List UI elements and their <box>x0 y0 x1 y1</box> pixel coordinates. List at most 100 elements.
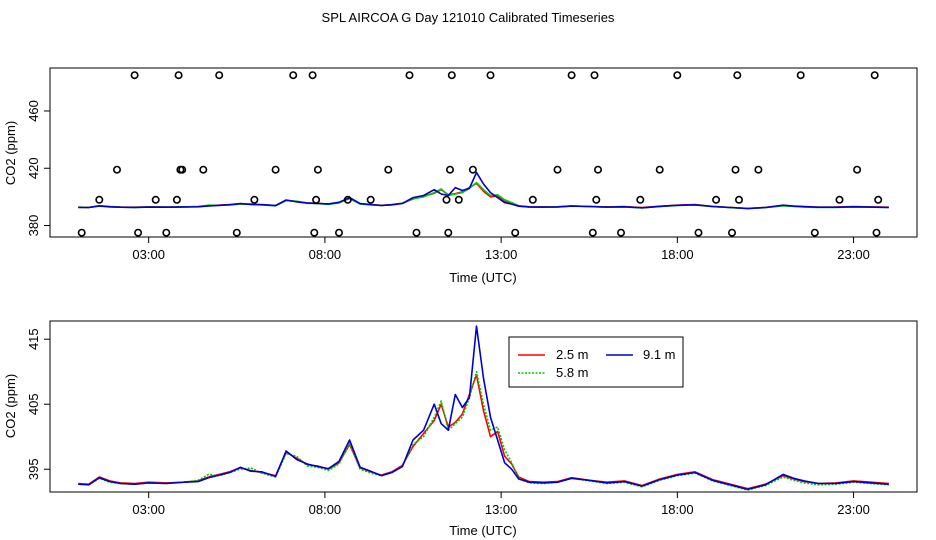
sample-marker <box>872 228 881 237</box>
sample-marker <box>712 195 721 204</box>
sample-marker <box>445 165 454 174</box>
sample-marker <box>511 228 520 237</box>
sample-marker <box>174 71 183 80</box>
sample-marker <box>853 165 862 174</box>
x-tick-label: 13:00 <box>485 502 518 517</box>
bottom-series-lines <box>78 325 889 491</box>
sample-marker <box>468 165 477 174</box>
sample-marker <box>95 195 104 204</box>
bottom-x-axis-label: Time (UTC) <box>449 523 516 538</box>
sample-marker <box>113 165 122 174</box>
sample-marker <box>727 228 736 237</box>
top-y-axis-label: CO2 (ppm) <box>3 121 18 185</box>
series-line-5-8-m <box>78 370 889 491</box>
sample-marker <box>616 228 625 237</box>
legend-label-9-1m: 9.1 m <box>643 347 676 362</box>
sample-marker <box>199 165 208 174</box>
sample-marker <box>636 195 645 204</box>
sample-marker <box>796 71 805 80</box>
legend: 2.5 m 9.1 m 5.8 m <box>508 336 684 388</box>
sample-marker <box>486 71 495 80</box>
x-tick-label: 08:00 <box>309 247 342 262</box>
sample-marker <box>215 71 224 80</box>
y-tick-label: 415 <box>26 328 41 350</box>
top-x-axis-label: Time (UTC) <box>449 270 516 285</box>
sample-marker <box>444 228 453 237</box>
legend-label-5-8m: 5.8 m <box>556 365 589 380</box>
top-y-axis: 380 420 460 <box>26 100 50 236</box>
sample-marker <box>734 195 743 204</box>
x-tick-label: 03:00 <box>132 502 165 517</box>
sample-marker <box>673 71 682 80</box>
sample-marker <box>310 228 319 237</box>
sample-marker <box>289 71 298 80</box>
top-series-line-5-8-m <box>78 181 889 210</box>
sample-marker <box>733 71 742 80</box>
sample-marker <box>250 195 259 204</box>
y-tick-label: 460 <box>26 100 41 122</box>
sample-marker <box>162 228 171 237</box>
x-tick-label: 13:00 <box>485 247 518 262</box>
x-tick-label: 18:00 <box>661 247 694 262</box>
sample-marker <box>655 165 664 174</box>
sample-marker <box>178 165 187 174</box>
top-series-lines <box>78 171 889 210</box>
y-tick-label: 405 <box>26 393 41 415</box>
series-line-9-1-m <box>78 325 889 491</box>
sample-marker <box>384 165 393 174</box>
x-tick-label: 08:00 <box>309 502 342 517</box>
sample-marker <box>312 195 321 204</box>
top-panel: 03:00 08:00 13:00 18:00 23:00 380 420 460 Time… <box>3 67 918 285</box>
figure-title: SPL AIRCOA G Day 121010 Calibrated Times… <box>322 10 615 25</box>
sample-marker <box>590 71 599 80</box>
sample-marker <box>232 228 241 237</box>
sample-marker <box>313 165 322 174</box>
x-tick-label: 03:00 <box>132 247 165 262</box>
sample-marker <box>731 165 740 174</box>
top-plot-frame <box>49 67 918 238</box>
legend-label-2-5m: 2.5 m <box>556 347 589 362</box>
y-tick-label: 380 <box>26 215 41 237</box>
legend-box <box>508 336 684 388</box>
sample-marker <box>447 71 456 80</box>
bottom-x-axis: 03:00 08:00 13:00 18:00 23:00 <box>132 492 870 517</box>
bottom-y-axis-label: CO2 (ppm) <box>3 374 18 438</box>
sample-marker <box>553 165 562 174</box>
sample-marker <box>588 228 597 237</box>
sample-marker <box>366 195 375 204</box>
y-tick-label: 420 <box>26 157 41 179</box>
top-x-axis: 03:00 08:00 13:00 18:00 23:00 <box>132 237 870 262</box>
sample-marker <box>442 195 451 204</box>
bottom-panel: 03:00 08:00 13:00 18:00 23:00 395 405 415 Time… <box>3 320 918 538</box>
x-tick-label: 18:00 <box>661 502 694 517</box>
sample-marker <box>874 195 883 204</box>
sample-marker <box>130 71 139 80</box>
sample-marker <box>308 71 317 80</box>
x-tick-label: 23:00 <box>837 502 870 517</box>
sample-marker <box>334 228 343 237</box>
sample-marker <box>528 195 537 204</box>
sample-marker <box>835 195 844 204</box>
sample-marker <box>593 165 602 174</box>
x-tick-label: 23:00 <box>837 247 870 262</box>
sample-marker <box>694 228 703 237</box>
top-sample-markers <box>77 71 883 237</box>
sample-marker <box>151 195 160 204</box>
sample-marker <box>343 195 352 204</box>
top-series-line-2-5-m <box>78 182 889 210</box>
bottom-y-axis: 395 405 415 <box>26 328 50 480</box>
top-series-line-9-1-m <box>78 171 889 210</box>
sample-marker <box>271 165 280 174</box>
sample-marker <box>134 228 143 237</box>
sample-marker <box>754 165 763 174</box>
sample-marker <box>412 228 421 237</box>
sample-marker <box>810 228 819 237</box>
sample-marker <box>172 195 181 204</box>
sample-marker <box>567 71 576 80</box>
sample-marker <box>454 195 463 204</box>
y-tick-label: 395 <box>26 458 41 480</box>
sample-marker <box>405 71 414 80</box>
sample-marker <box>77 228 86 237</box>
sample-marker <box>870 71 879 80</box>
